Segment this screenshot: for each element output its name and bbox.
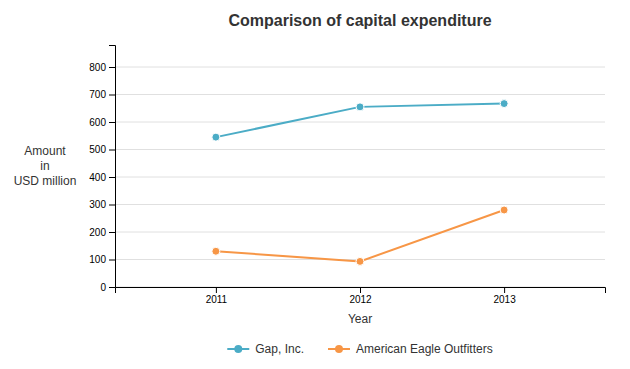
y-tick-label: 500 bbox=[89, 144, 106, 155]
y-tick-mark bbox=[109, 177, 115, 178]
y-tick: 400 bbox=[89, 172, 115, 183]
grid-line bbox=[115, 232, 605, 233]
legend-item: American Eagle Outfitters bbox=[328, 342, 493, 356]
legend-item: Gap, Inc. bbox=[227, 342, 304, 356]
x-tick: 2013 bbox=[493, 287, 516, 305]
y-tick: 300 bbox=[89, 199, 115, 210]
x-tick-label: 2012 bbox=[349, 294, 372, 305]
y-tick-mark bbox=[109, 150, 115, 151]
y-tick-label: 700 bbox=[89, 89, 106, 100]
point bbox=[356, 257, 364, 265]
legend-label: Gap, Inc. bbox=[255, 342, 304, 356]
y-tick-label: 100 bbox=[89, 254, 106, 265]
y-tick: 800 bbox=[89, 62, 115, 73]
grid-line bbox=[115, 149, 605, 150]
y-tick: 500 bbox=[89, 144, 115, 155]
y-tick: 100 bbox=[89, 254, 115, 265]
y-tick-label: 0 bbox=[100, 282, 106, 293]
x-tick-mark bbox=[504, 287, 505, 293]
point bbox=[212, 133, 220, 141]
grid-line bbox=[115, 204, 605, 205]
legend: Gap, Inc. American Eagle Outfitters bbox=[227, 342, 492, 356]
y-axis-title: AmountinUSD million bbox=[14, 144, 77, 188]
marks bbox=[212, 100, 508, 266]
y-tick-mark bbox=[109, 67, 115, 68]
y-tick: 700 bbox=[89, 89, 115, 100]
x-axis-title: Year bbox=[348, 312, 372, 326]
y-tick-label: 800 bbox=[89, 62, 106, 73]
series-line bbox=[216, 210, 504, 261]
x-tick-label: 2013 bbox=[493, 294, 516, 305]
grid bbox=[115, 67, 605, 287]
x-axis: 2011 2012 2013 bbox=[116, 287, 606, 305]
legend-marker bbox=[234, 345, 242, 353]
y-tick-label: 600 bbox=[89, 117, 106, 128]
y-tick-mark bbox=[109, 287, 115, 288]
plot-area: 2011 2012 2013 0 100 200 300 400 500 600 700 800 bbox=[89, 46, 605, 306]
grid-line bbox=[115, 122, 605, 123]
grid-line bbox=[115, 67, 605, 68]
x-tick-label: 2011 bbox=[206, 294, 228, 305]
point bbox=[356, 103, 364, 111]
y-tick: 600 bbox=[89, 117, 115, 128]
y-tick-label: 200 bbox=[89, 227, 106, 238]
y-tick: 0 bbox=[100, 282, 115, 293]
y-tick-mark bbox=[109, 122, 115, 123]
point bbox=[500, 206, 508, 214]
y-tick-mark bbox=[109, 260, 115, 261]
y-tick-mark bbox=[109, 95, 115, 96]
y-axis: 0 100 200 300 400 500 600 700 800 bbox=[89, 46, 115, 293]
y-tick: 200 bbox=[89, 227, 115, 238]
chart: 2011 2012 2013 0 100 200 300 400 500 600 700 800 Com… bbox=[0, 0, 630, 369]
y-tick-label: 300 bbox=[89, 199, 106, 210]
series-line bbox=[216, 104, 504, 138]
x-tick-mark bbox=[216, 287, 217, 293]
x-tick: 2012 bbox=[349, 287, 372, 305]
y-tick-label: 400 bbox=[89, 172, 106, 183]
grid-line bbox=[115, 94, 605, 95]
y-tick-mark bbox=[109, 205, 115, 206]
x-tick-mark bbox=[360, 287, 361, 293]
grid-line bbox=[115, 177, 605, 178]
point bbox=[212, 247, 220, 255]
legend-marker bbox=[335, 345, 343, 353]
y-tick-mark bbox=[109, 232, 115, 233]
legend-label: American Eagle Outfitters bbox=[356, 342, 493, 356]
x-axis-line bbox=[116, 288, 606, 294]
x-tick: 2011 bbox=[206, 287, 228, 305]
y-axis-line bbox=[109, 46, 116, 288]
point bbox=[500, 100, 508, 108]
title: Comparison of capital expenditure bbox=[228, 12, 491, 29]
